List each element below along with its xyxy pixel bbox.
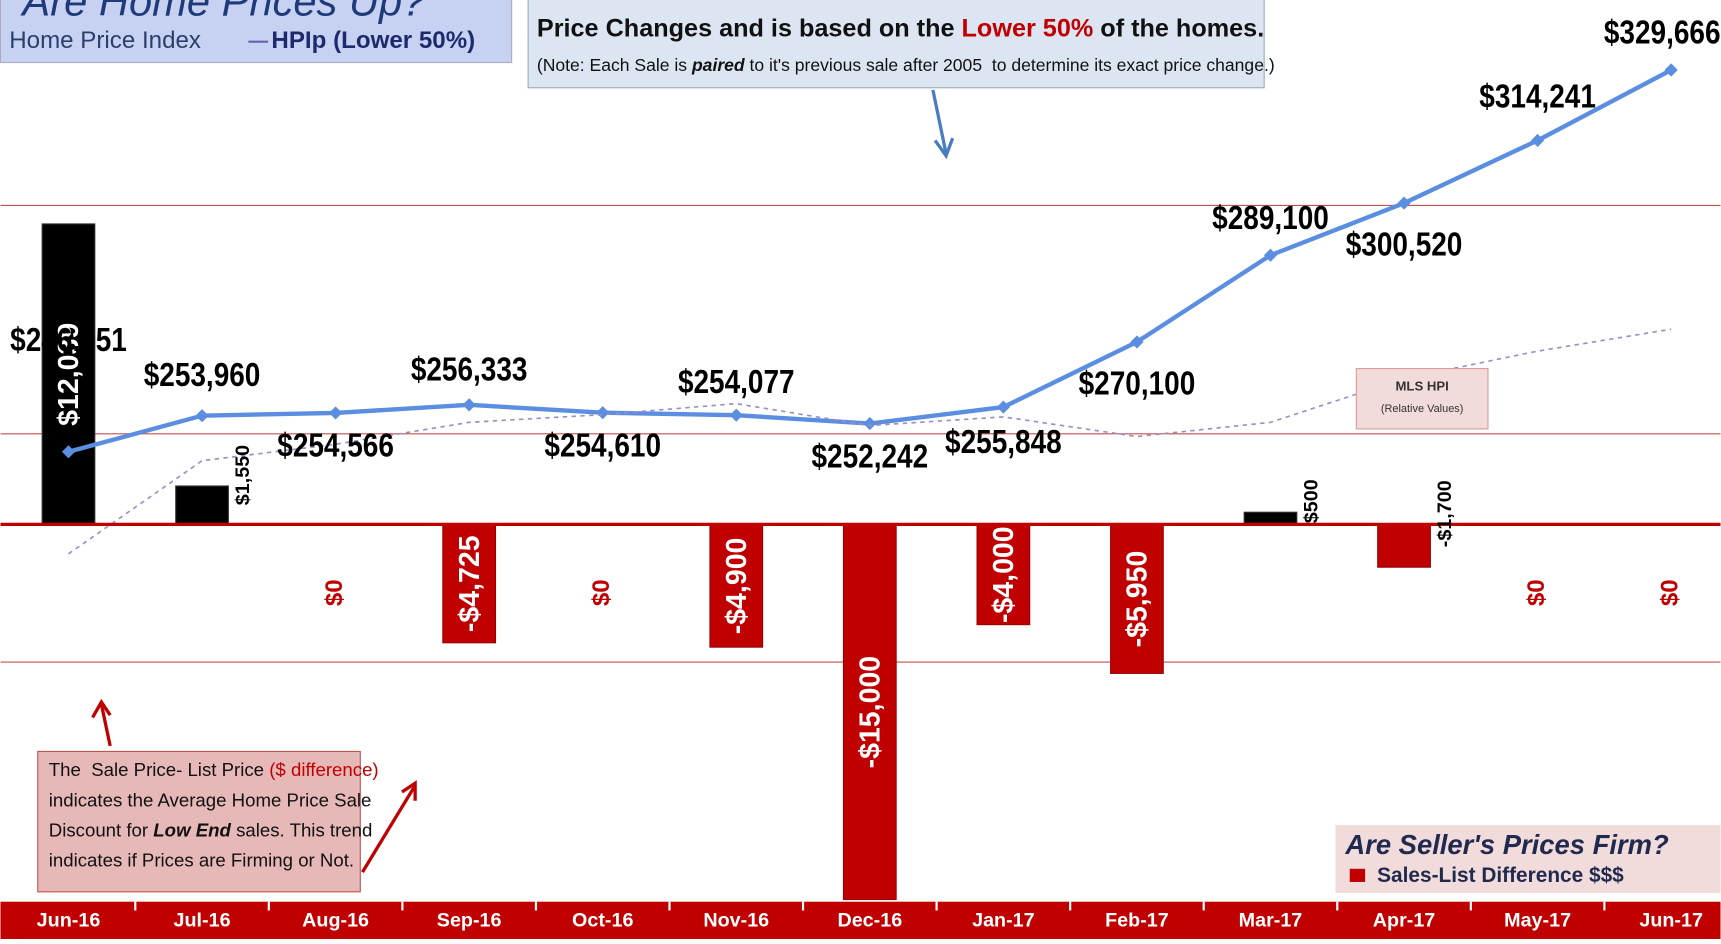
bar-label: $1,550 [232,445,254,505]
text-segment: Discount for [49,819,154,840]
bar-label: -$5,950 [1122,551,1154,648]
x-tick-label: Mar-17 [1239,910,1303,932]
bar-label: -$4,000 [988,526,1020,623]
legend2-label: Sales-List Difference $$$ [1377,864,1624,887]
bar-label: $0 [321,579,348,606]
x-tick-label: Dec-16 [837,910,902,932]
line-label: $289,100 [1212,200,1329,237]
line-label: $314,241 [1479,78,1596,115]
chart-title: Are Home Prices Up? [19,0,426,24]
bar-label: $0 [1657,579,1684,606]
x-tick-label: Nov-16 [703,910,769,932]
bar-label: $12,039 [53,323,85,426]
bar-label: -$4,725 [454,535,486,632]
text-segment: to it's previous sale after 2005 to dete… [745,54,1275,74]
note-arrow [931,89,955,160]
bar [976,524,1031,626]
labels: Jun-16 Jul-16 Aug-16 Sep-16 Oct-16 Nov-16 Dec-… [10,15,1720,932]
text-segment: sales. This trend [231,819,372,840]
bar-label: -$1,700 [1434,480,1456,547]
text-segment: (Note: Each Sale is [537,54,692,74]
text-segment: paired [691,54,746,74]
explain-arrows [91,698,417,873]
x-tick-label: Jun-17 [1639,910,1703,932]
text-segment: Price Changes and is based on the [537,14,962,42]
x-tick-label: Apr-17 [1373,910,1436,932]
line-label: $253,960 [144,357,261,394]
line-marker [1263,248,1278,262]
bar [442,524,497,644]
text-segment: indicates the Average Home Price Sale [49,789,372,810]
line-label: $329,666 [1604,15,1721,52]
line-marker [329,406,343,420]
bar-label: $500 [1300,479,1322,523]
text-segment: of the homes. [1093,14,1264,42]
bar-label: $0 [1523,579,1550,606]
legend-label: HPIp (Lower 50%) [271,27,475,54]
line-label: $252,242 [812,438,929,475]
bar [842,524,897,901]
line-marker [1397,196,1411,210]
category-strip [0,901,1721,939]
bar-label: -$4,900 [721,538,753,635]
text-segment: indicates if Prices are Firming or Not. [49,850,354,871]
legend2-title: Are Seller's Prices Firm? [1344,829,1669,860]
line-marker [596,406,610,420]
explain-box [37,750,361,893]
line-label: $255,848 [945,424,1062,461]
legend2-swatch [1349,868,1366,882]
line-label: $254,077 [678,364,795,401]
text-segment: The Sale Price- List Price [49,759,269,780]
line-marker [1664,63,1678,77]
x-tick-label: Jun-16 [37,910,101,932]
line-label: $300,520 [1346,227,1463,264]
bar [1110,524,1164,674]
line-label: $246,051 [10,322,127,359]
line-marker [1130,335,1144,349]
title-box [0,0,513,64]
x-tick-label: Feb-17 [1105,910,1169,932]
line-marker [462,398,476,412]
line-label: $254,610 [544,427,661,464]
line-marker [195,409,209,423]
mls-note: (Relative Values) [1381,403,1464,415]
line-marker [1531,133,1545,148]
line-label: $254,566 [277,428,394,465]
text-segment: Lower 50% [962,14,1094,42]
line-marker [863,416,877,431]
mls-box [1355,368,1489,430]
note-text: Price Changes and is based on the Lower … [537,14,1275,74]
line-marker [996,400,1010,414]
line-label: $270,100 [1079,365,1196,402]
text-segment: ($ difference) [269,759,378,780]
x-tick-label: May-17 [1504,910,1571,932]
text-segment: Low End [153,819,231,840]
mls-label: MLS HPI [1395,379,1448,394]
x-tick-label: Sep-16 [437,910,502,932]
x-tick-label: Jul-16 [174,910,231,932]
legend-title: Home Price Index [9,27,201,54]
x-tick-label: Aug-16 [302,910,369,932]
bar-label: $0 [588,579,615,606]
bar-label: -$15,000 [855,656,887,769]
line-marker [729,408,743,422]
bar [1377,524,1431,568]
bar [175,485,229,526]
line-marker [61,445,76,459]
line-label: $256,333 [411,352,528,389]
note-box [527,0,1265,89]
x-tick-label: Jan-17 [972,910,1035,932]
legend2-box [1335,824,1721,893]
explain-text: The Sale Price- List Price ($ difference… [49,759,379,870]
x-tick-label: Oct-16 [572,910,633,932]
